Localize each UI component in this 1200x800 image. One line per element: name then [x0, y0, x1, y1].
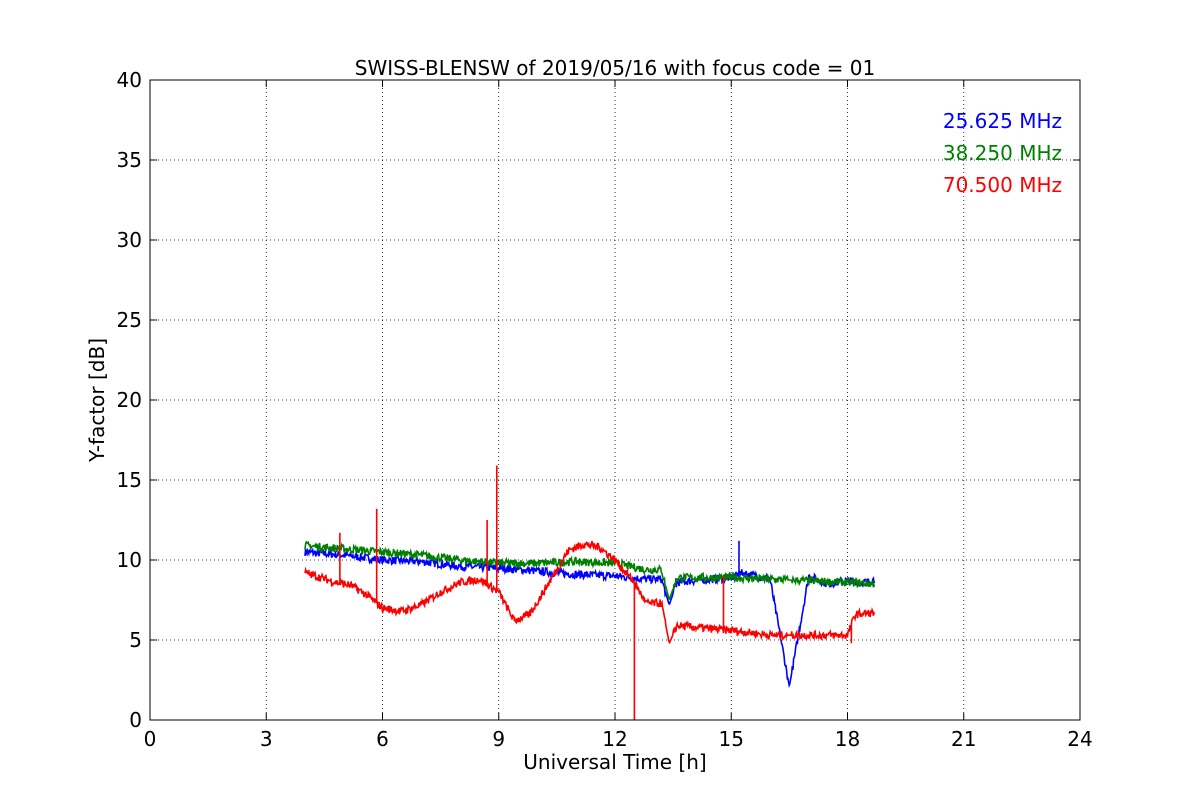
x-axis-label: Universal Time [h] [523, 750, 706, 774]
x-tick-label: 24 [1067, 727, 1092, 751]
y-axis-label: Y-factor [dB] [85, 338, 109, 463]
x-tick-label: 15 [719, 727, 744, 751]
series-line-0 [304, 547, 876, 688]
x-tick-label: 12 [602, 727, 627, 751]
y-tick-label: 40 [117, 68, 142, 92]
y-tick-label: 30 [117, 228, 142, 252]
legend-entry-1: 38.250 MHz [943, 141, 1062, 165]
series-layer [304, 465, 876, 720]
chart-title: SWISS-BLENSW of 2019/05/16 with focus co… [355, 56, 876, 80]
x-tick-label: 18 [835, 727, 860, 751]
x-tick-label: 9 [492, 727, 505, 751]
x-tick-label: 21 [951, 727, 976, 751]
ticks: 0 3 6 9 12 15 18 21 24 0 5 10 15 20 25 30 35 40 [117, 68, 1093, 751]
legend-entry-0: 25.625 MHz [943, 109, 1062, 133]
x-tick-label: 3 [260, 727, 273, 751]
y-tick-label: 0 [129, 708, 142, 732]
y-tick-label: 25 [117, 308, 142, 332]
series-line-2 [304, 540, 876, 645]
y-tick-label: 35 [117, 148, 142, 172]
y-tick-label: 15 [117, 468, 142, 492]
series-line-1 [304, 540, 876, 601]
x-tick-label: 6 [376, 727, 389, 751]
y-tick-label: 5 [129, 628, 142, 652]
grid [150, 80, 1080, 720]
legend-entry-2: 70.500 MHz [943, 173, 1062, 197]
x-tick-label: 0 [144, 727, 157, 751]
y-tick-label: 10 [117, 548, 142, 572]
y-tick-label: 20 [117, 388, 142, 412]
legend: 25.625 MHz 38.250 MHz 70.500 MHz [943, 109, 1062, 197]
